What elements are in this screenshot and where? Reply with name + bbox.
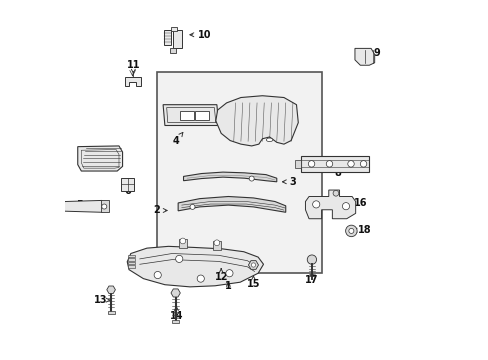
Bar (295, 159, 301, 168)
Bar (101, 201, 108, 212)
Polygon shape (171, 289, 180, 297)
Text: 13: 13 (94, 295, 110, 305)
Bar (212, 241, 221, 250)
Polygon shape (78, 146, 122, 171)
Circle shape (154, 271, 161, 279)
Bar (128, 258, 135, 261)
Circle shape (332, 190, 338, 196)
Bar (128, 255, 135, 257)
Circle shape (102, 204, 106, 209)
Bar (128, 262, 135, 264)
Bar (195, 111, 208, 120)
Circle shape (348, 228, 353, 233)
Bar (172, 320, 179, 323)
Bar (163, 31, 171, 45)
Ellipse shape (266, 138, 272, 141)
Text: 15: 15 (246, 276, 260, 289)
Text: 2: 2 (153, 206, 167, 216)
Circle shape (345, 225, 356, 237)
Text: 8: 8 (334, 165, 341, 178)
Text: 3: 3 (282, 177, 296, 187)
Text: 7: 7 (87, 150, 100, 160)
Text: 16: 16 (348, 198, 367, 208)
Polygon shape (305, 190, 355, 219)
Circle shape (325, 161, 332, 167)
Polygon shape (124, 77, 140, 86)
Bar (178, 239, 187, 248)
Text: 9: 9 (366, 48, 380, 58)
Bar (128, 265, 135, 268)
Text: 6: 6 (124, 186, 131, 196)
Polygon shape (62, 201, 106, 212)
Circle shape (190, 204, 195, 210)
Bar (169, 48, 175, 53)
Text: 18: 18 (351, 225, 371, 235)
Text: 17: 17 (305, 272, 318, 285)
Text: 5: 5 (76, 200, 88, 210)
Bar (107, 311, 115, 314)
Polygon shape (163, 105, 218, 126)
Bar (171, 27, 177, 31)
Bar (172, 31, 182, 48)
Circle shape (175, 255, 183, 262)
Circle shape (347, 161, 353, 167)
Text: 1: 1 (224, 281, 231, 291)
Text: 11: 11 (126, 60, 140, 73)
Polygon shape (248, 261, 258, 269)
Text: 12: 12 (214, 269, 227, 282)
Bar (121, 178, 134, 191)
Text: 10: 10 (189, 30, 211, 40)
Circle shape (312, 201, 319, 208)
Circle shape (197, 275, 204, 282)
Bar (300, 156, 368, 172)
Polygon shape (178, 197, 285, 212)
Polygon shape (127, 246, 263, 287)
Text: 4: 4 (173, 132, 183, 145)
Circle shape (180, 238, 185, 244)
Bar (156, 72, 321, 273)
Circle shape (308, 161, 314, 167)
Circle shape (225, 270, 233, 277)
Polygon shape (106, 286, 115, 293)
Polygon shape (183, 172, 276, 182)
Circle shape (342, 203, 349, 210)
Polygon shape (215, 96, 298, 146)
Text: 14: 14 (169, 306, 183, 321)
Circle shape (360, 161, 366, 167)
Circle shape (214, 240, 219, 246)
Circle shape (249, 176, 254, 181)
Circle shape (251, 263, 255, 267)
Polygon shape (354, 48, 374, 65)
Circle shape (306, 255, 316, 264)
Bar (180, 111, 193, 120)
